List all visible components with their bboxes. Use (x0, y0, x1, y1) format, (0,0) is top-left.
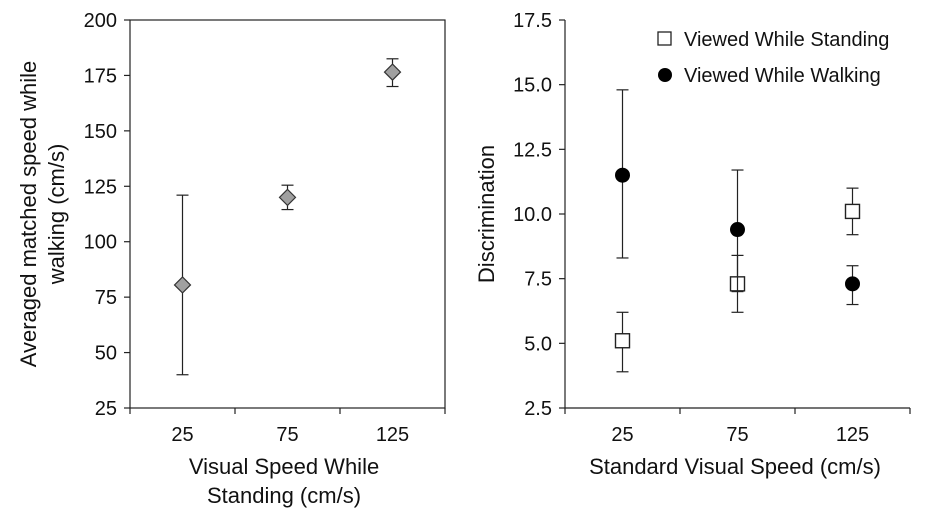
right-data-point-walking (615, 167, 630, 183)
left-y-tick-label: 200 (84, 10, 117, 32)
left-y-ticks: 25 50 75 100 125 150 175 200 (84, 10, 130, 420)
legend-walking-label: Viewed While Walking (684, 65, 881, 87)
left-y-tick-label: 25 (95, 398, 117, 420)
right-y-tick-label: 10.0 (513, 204, 552, 226)
legend-standing-label: Viewed While Standing (684, 29, 889, 51)
right-data-point-walking (730, 222, 745, 238)
left-x-tick-label: 125 (376, 424, 409, 446)
left-x-axis-label-line2: Standing (cm/s) (207, 483, 361, 508)
right-legend: Viewed While Standing Viewed While Walki… (657, 29, 889, 87)
right-x-ticks: 25 75 125 (564, 408, 911, 446)
legend-standing-marker (657, 31, 672, 46)
right-y-tick-label: 12.5 (513, 139, 552, 161)
right-marks (614, 89, 861, 373)
right-x-tick-label: 75 (726, 424, 748, 446)
right-y-tick-label: 7.5 (524, 269, 552, 291)
right-y-tick-label: 15.0 (513, 75, 552, 97)
left-data-point (383, 63, 402, 81)
left-y-tick-label: 50 (95, 343, 117, 365)
left-data-point (278, 188, 297, 207)
left-marks (173, 58, 402, 376)
left-y-tick-label: 75 (95, 287, 117, 309)
left-y-tick-label: 125 (84, 176, 117, 198)
right-x-axis-label: Standard Visual Speed (cm/s) (589, 454, 881, 479)
left-y-axis-label-line1: Averaged matched speed while (16, 61, 41, 368)
right-data-point-standing (614, 333, 631, 349)
left-y-tick-label: 175 (84, 65, 117, 87)
right-chart: 2.5 5.0 7.5 10.0 12.5 15.0 17.5 25 75 125 Standa… (474, 10, 911, 479)
right-y-ticks: 2.5 5.0 7.5 10.0 12.5 15.0 17.5 (513, 10, 565, 420)
left-data-point (173, 276, 192, 294)
left-x-ticks: 25 75 125 (129, 408, 446, 446)
right-y-tick-label: 17.5 (513, 10, 552, 32)
left-x-tick-label: 75 (276, 424, 298, 446)
right-data-point-standing (844, 203, 861, 220)
left-y-tick-label: 100 (84, 232, 117, 254)
right-y-axis-label: Discrimination (474, 145, 499, 283)
left-y-axis-label-line2: walking (cm/s) (44, 144, 69, 286)
right-x-tick-label: 25 (611, 424, 633, 446)
legend-walking-marker (658, 68, 672, 82)
right-y-tick-label: 2.5 (524, 398, 552, 420)
left-x-axis-label-line1: Visual Speed While (189, 454, 379, 479)
left-chart: 25 50 75 100 125 150 175 200 25 75 125 Visual Spe… (16, 10, 446, 508)
left-y-tick-label: 150 (84, 121, 117, 143)
left-x-tick-label: 25 (171, 424, 193, 446)
right-data-point-walking (845, 276, 860, 292)
right-y-tick-label: 5.0 (524, 333, 552, 355)
left-plot-frame (129, 19, 446, 409)
right-x-tick-label: 125 (836, 424, 869, 446)
